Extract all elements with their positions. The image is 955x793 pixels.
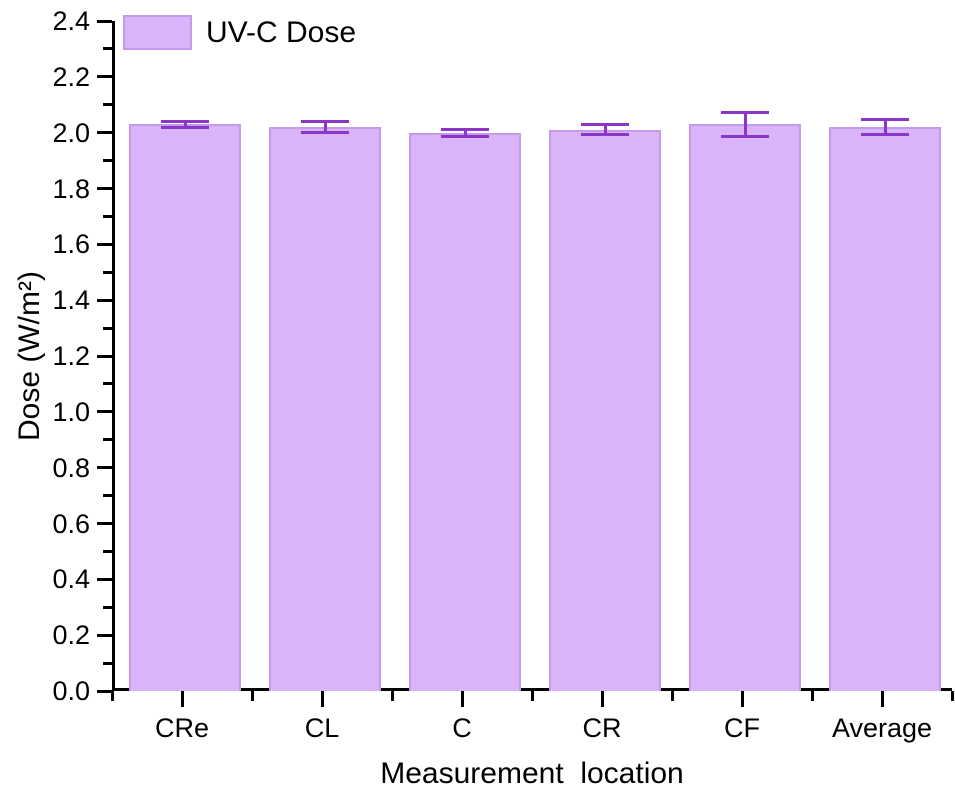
error-bar-cap-low-average: [861, 133, 909, 137]
x-boundary-tick: [670, 691, 674, 701]
x-major-tick: [880, 691, 884, 707]
y-major-tick: [97, 187, 112, 190]
y-tick-label: 1.2: [52, 341, 90, 371]
y-minor-tick: [103, 159, 112, 163]
error-bar-stem-average: [883, 119, 887, 135]
y-minor-tick: [103, 214, 112, 218]
x-boundary-tick: [950, 691, 954, 701]
y-tick-label: 0.8: [52, 452, 90, 483]
y-major-tick: [97, 577, 112, 581]
error-bar-stem-cr: [603, 124, 607, 135]
plot-area: [112, 21, 952, 691]
y-minor-tick: [103, 326, 112, 330]
x-major-tick: [460, 691, 464, 707]
error-bar-cap-high-cf: [721, 111, 769, 115]
x-boundary-tick: [110, 691, 114, 701]
y-minor-tick: [103, 103, 112, 107]
x-tick-label-cre: CRe: [154, 713, 209, 743]
error-bar-cap-low-c: [441, 134, 489, 138]
y-major-tick: [97, 689, 112, 693]
y-tick-label: 0.0: [52, 676, 90, 706]
bar-average: [829, 127, 941, 691]
y-minor-tick: [103, 661, 112, 665]
y-major-tick: [97, 522, 112, 525]
x-tick-label-c: C: [452, 713, 472, 743]
y-tick-label: 2.4: [52, 6, 90, 36]
bar-cl: [269, 127, 381, 691]
x-boundary-tick: [390, 691, 394, 701]
x-boundary-tick: [530, 691, 534, 701]
y-major-tick: [97, 466, 112, 470]
error-bar-cap-high-cl: [301, 119, 349, 123]
y-tick-label: 0.4: [52, 564, 90, 595]
error-bar-cap-high-c: [441, 127, 489, 131]
y-tick-label: 1.4: [52, 285, 90, 316]
x-tick-label-cl: CL: [304, 713, 340, 743]
error-bar-cap-high-cr: [581, 123, 629, 127]
y-minor-tick: [103, 438, 112, 442]
y-major-tick: [97, 354, 112, 358]
y-major-tick: [97, 633, 112, 637]
y-tick-label: 0.2: [52, 620, 90, 651]
x-tick-label-average: Average: [831, 713, 933, 743]
y-tick-label: 0.6: [52, 508, 90, 539]
y-major-tick: [97, 242, 112, 246]
legend-swatch: [123, 15, 192, 50]
x-major-tick: [180, 691, 184, 707]
bar-cr: [549, 129, 661, 691]
y-minor-tick: [103, 382, 112, 386]
error-bar-stem-cf: [743, 112, 747, 136]
y-tick-label: 1.6: [52, 229, 90, 260]
x-major-tick: [320, 691, 324, 707]
bar-cf: [689, 124, 801, 691]
error-bar-stem-cl: [323, 121, 327, 133]
x-boundary-tick: [250, 691, 254, 701]
y-major-tick: [97, 75, 112, 79]
y-tick-label: 1.0: [52, 396, 90, 427]
y-minor-tick: [103, 549, 112, 553]
y-major-tick: [97, 298, 112, 302]
x-major-tick: [740, 691, 744, 707]
y-tick-label: 1.8: [52, 173, 90, 204]
error-bar-cap-low-cr: [581, 133, 629, 137]
y-minor-tick: [103, 270, 112, 274]
error-bar-stem-c: [463, 129, 467, 137]
error-bar-cap-high-cre: [161, 120, 209, 123]
error-bar-cap-low-cf: [721, 134, 769, 138]
x-axis-title: Measurement location: [380, 757, 684, 790]
legend: UV-C Dose: [123, 15, 356, 50]
bar-cre: [129, 124, 241, 691]
error-bar-cap-high-average: [861, 118, 909, 122]
legend-label: UV-C Dose: [206, 15, 357, 49]
y-minor-tick: [103, 494, 112, 498]
error-bar-cap-low-cl: [301, 131, 349, 135]
y-minor-tick: [103, 605, 112, 609]
x-tick-label-cf: CF: [724, 713, 760, 743]
y-major-tick: [97, 19, 112, 23]
y-major-tick: [97, 131, 112, 135]
x-tick-label-cr: CR: [582, 713, 622, 743]
y-major-tick: [97, 410, 112, 414]
x-boundary-tick: [810, 691, 814, 701]
bar-c: [409, 132, 521, 691]
y-tick-label: 2.0: [52, 117, 90, 148]
y-tick-label: 2.2: [52, 61, 90, 92]
x-major-tick: [600, 691, 604, 707]
error-bar-cap-low-cre: [161, 125, 209, 129]
y-minor-tick: [103, 47, 112, 51]
error-bar-stem-cre: [183, 121, 187, 128]
